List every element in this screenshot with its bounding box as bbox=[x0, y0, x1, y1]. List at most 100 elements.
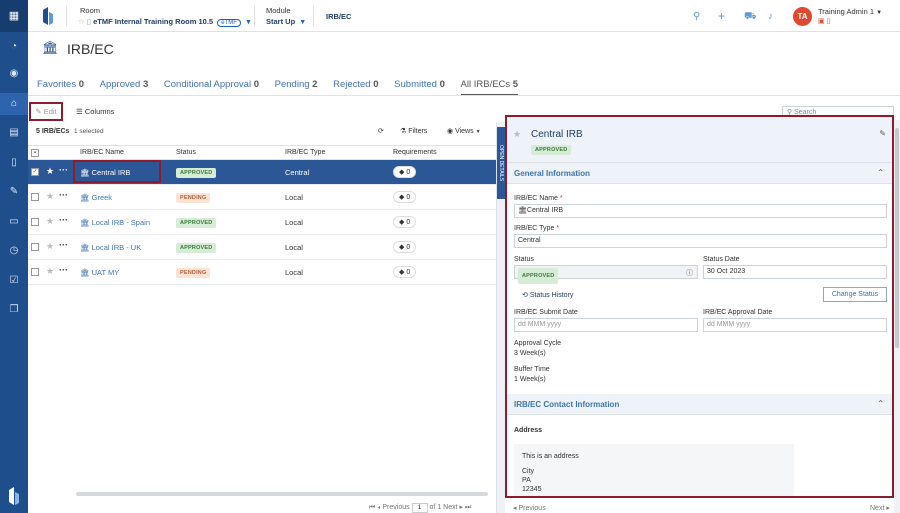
cart-icon[interactable]: ⛟ bbox=[744, 11, 757, 22]
row-name[interactable]: 🏛 Local IRB - UK bbox=[80, 243, 141, 252]
table-row[interactable]: ✓ ★ ··· 🏛 Central IRB APPROVED Central ◆… bbox=[28, 160, 496, 185]
apps-grid-icon[interactable]: ▦ bbox=[0, 0, 28, 32]
detail-next-button[interactable]: Next ▸ bbox=[870, 505, 890, 512]
row-requirements[interactable]: ◆ 0 bbox=[393, 191, 417, 203]
views-button[interactable]: ◉ Views ▼ bbox=[447, 127, 481, 135]
select-all-checkbox[interactable]: ▪ bbox=[31, 149, 39, 157]
row-checkbox[interactable] bbox=[31, 243, 39, 251]
last-page-icon[interactable]: ⏭ bbox=[465, 504, 472, 511]
row-requirements[interactable]: ◆ 0 bbox=[393, 241, 417, 253]
column-header[interactable]: IRB/EC Name bbox=[80, 149, 124, 156]
star-icon[interactable]: ☆ bbox=[78, 17, 85, 26]
table-row[interactable]: ★ ··· 🏛 Greek PENDING Local ◆ 0 bbox=[28, 185, 496, 210]
clipboard-icon[interactable]: ▤ bbox=[9, 127, 19, 138]
pencil-icon[interactable]: ✎ bbox=[879, 129, 886, 138]
refresh-icon[interactable]: ⟳ bbox=[378, 128, 384, 135]
brand-logo-icon[interactable] bbox=[40, 6, 56, 26]
star-icon[interactable]: ★ bbox=[513, 129, 522, 139]
change-status-button[interactable]: Change Status bbox=[823, 287, 887, 302]
more-icon[interactable]: ··· bbox=[59, 265, 68, 275]
status-history-link[interactable]: ⟲ Status History bbox=[522, 291, 573, 299]
row-name[interactable]: 🏛 Greek bbox=[80, 193, 112, 202]
row-requirements[interactable]: ◆ 0 bbox=[393, 166, 417, 178]
clock-icon[interactable]: ◷ bbox=[9, 245, 19, 256]
type-label: IRB/EC Type * bbox=[514, 225, 559, 232]
tab-all[interactable]: All IRB/ECs 5 bbox=[460, 79, 519, 96]
tab-favorites[interactable]: Favorites 0 bbox=[37, 79, 84, 94]
search-icon[interactable]: ⚲ bbox=[693, 11, 701, 22]
submit-date-label: IRB/EC Submit Date bbox=[514, 309, 578, 316]
tab-submitted[interactable]: Submitted 0 bbox=[394, 79, 445, 94]
row-checkbox[interactable] bbox=[31, 193, 39, 201]
status-date-field[interactable]: 30 Oct 2023 bbox=[703, 265, 887, 279]
approval-cycle-value: 3 Week(s) bbox=[514, 350, 546, 357]
approval-date-field[interactable]: dd MMM yyyy bbox=[703, 318, 887, 332]
star-icon[interactable]: ★ bbox=[46, 241, 55, 251]
user-menu[interactable]: Training Admin 1 ▼ bbox=[818, 7, 882, 16]
info-icon[interactable]: ⓘ bbox=[686, 270, 693, 277]
more-icon[interactable]: ··· bbox=[59, 215, 68, 225]
room-selector[interactable]: ☆ ▯ eTMF Internal Training Room 10.5 eTM… bbox=[78, 17, 252, 27]
tag-icon: ◆ bbox=[399, 169, 405, 176]
columns-button[interactable]: ☰ Columns bbox=[76, 107, 114, 116]
checkbox-icon[interactable]: ☑ bbox=[9, 275, 19, 286]
row-checkbox[interactable] bbox=[31, 218, 39, 226]
globe-icon[interactable]: ◉ bbox=[9, 68, 19, 79]
row-name[interactable]: 🏛 Local IRB - Spain bbox=[80, 218, 150, 227]
more-icon[interactable]: ··· bbox=[59, 165, 68, 175]
id-card-icon[interactable]: ▭ bbox=[9, 216, 19, 227]
column-header[interactable]: IRB/EC Type bbox=[285, 149, 326, 156]
bell-icon[interactable]: ♪ bbox=[768, 11, 773, 22]
tab-approved[interactable]: Approved 3 bbox=[100, 79, 149, 94]
tab-label: Submitted bbox=[394, 79, 437, 90]
open-details-toggle[interactable]: OPEN DETAILS bbox=[497, 127, 505, 199]
table-row[interactable]: ★ ··· 🏛 Local IRB - Spain APPROVED Local… bbox=[28, 210, 496, 235]
row-checkbox[interactable] bbox=[31, 268, 39, 276]
add-icon[interactable]: + bbox=[718, 9, 726, 23]
row-checkbox[interactable]: ✓ bbox=[31, 168, 39, 176]
star-icon[interactable]: ★ bbox=[46, 216, 55, 226]
scrollbar-thumb[interactable] bbox=[895, 128, 899, 348]
tab-rejected[interactable]: Rejected 0 bbox=[333, 79, 378, 94]
page-number-input[interactable]: 1 bbox=[411, 503, 428, 513]
row-status: APPROVED bbox=[176, 167, 217, 178]
panel-splitter[interactable]: OPEN DETAILS bbox=[496, 122, 505, 513]
previous-page-button[interactable]: ◂ Previous bbox=[377, 504, 410, 511]
tab-pending[interactable]: Pending 2 bbox=[275, 79, 318, 94]
detail-previous-button[interactable]: ◂ Previous bbox=[513, 505, 546, 512]
submit-date-field[interactable]: dd MMM yyyy bbox=[514, 318, 698, 332]
edit-button[interactable]: ✎ Edit bbox=[29, 102, 63, 121]
row-requirements[interactable]: ◆ 0 bbox=[393, 216, 417, 228]
caret-down-icon: ▼ bbox=[299, 19, 307, 26]
institution-icon[interactable]: ⌂ bbox=[0, 93, 28, 115]
edit-icon[interactable]: ✎ bbox=[9, 186, 19, 197]
more-icon[interactable]: ··· bbox=[59, 240, 68, 250]
row-name[interactable]: 🏛 Central IRB bbox=[80, 168, 130, 177]
tab-conditional-approval[interactable]: Conditional Approval 0 bbox=[164, 79, 259, 94]
document-icon[interactable]: ▯ bbox=[11, 157, 17, 168]
avatar[interactable]: TA bbox=[793, 7, 812, 26]
next-page-button[interactable]: Next ▸ bbox=[443, 504, 464, 511]
module-selector[interactable]: Start Up ▼ bbox=[266, 17, 306, 26]
row-requirements[interactable]: ◆ 0 bbox=[393, 266, 417, 278]
more-icon[interactable]: ··· bbox=[59, 190, 68, 200]
column-header[interactable]: Requirements bbox=[393, 149, 437, 156]
previous-label: Previous bbox=[382, 504, 410, 511]
general-section-header[interactable]: General Information ⌃ bbox=[507, 163, 892, 184]
star-icon[interactable]: ★ bbox=[46, 166, 55, 176]
first-page-icon[interactable]: ⏮ bbox=[369, 504, 376, 511]
contact-section-header[interactable]: IRB/EC Contact Information ⌃ bbox=[507, 394, 892, 415]
star-icon[interactable]: ★ bbox=[46, 191, 55, 201]
name-field[interactable]: 🏛Central IRB bbox=[514, 204, 887, 218]
dashboard-icon[interactable]: ◔ bbox=[10, 41, 18, 52]
type-field[interactable]: Central bbox=[514, 234, 887, 248]
star-icon[interactable]: ★ bbox=[46, 266, 55, 276]
filters-button[interactable]: ⚗ Filters bbox=[400, 127, 427, 135]
copy-icon[interactable]: ❐ bbox=[9, 304, 19, 315]
table-row[interactable]: ★ ··· 🏛 UAT MY PENDING Local ◆ 0 bbox=[28, 260, 496, 285]
table-row[interactable]: ★ ··· 🏛 Local IRB - UK APPROVED Local ◆ … bbox=[28, 235, 496, 260]
vertical-scrollbar[interactable] bbox=[894, 120, 900, 513]
horizontal-scrollbar[interactable] bbox=[76, 492, 488, 496]
row-name[interactable]: 🏛 UAT MY bbox=[80, 268, 119, 277]
column-header[interactable]: Status bbox=[176, 149, 196, 156]
